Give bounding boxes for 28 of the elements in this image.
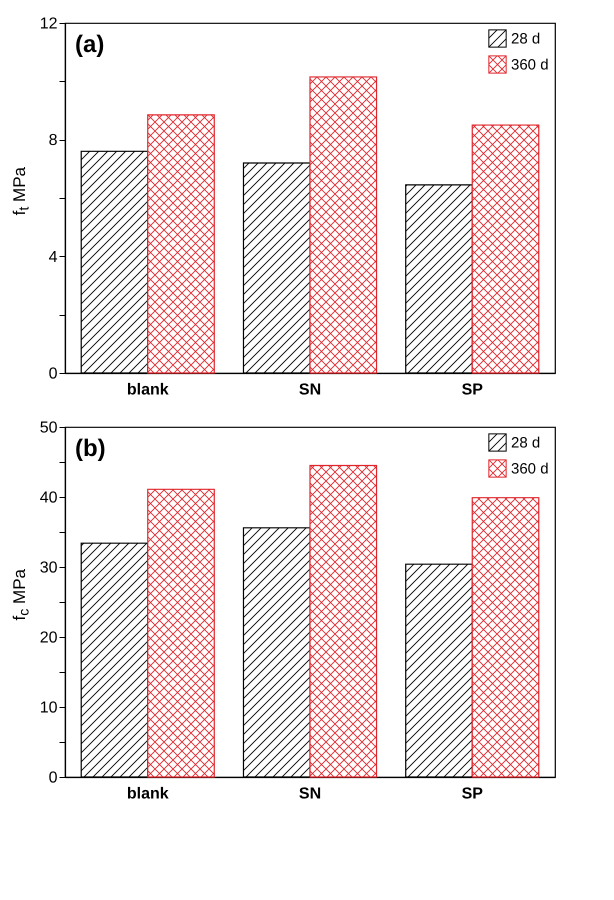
x-tick-label: SN (298, 786, 322, 802)
legend-label: 360 d (511, 460, 549, 478)
x-tick-label: blank (126, 382, 169, 398)
y-tick-label: 0 (48, 770, 58, 786)
y-tick-label: 40 (40, 490, 58, 506)
legend-label: 360 d (511, 56, 549, 74)
bar (472, 124, 540, 374)
y-tick-label: 4 (48, 248, 58, 266)
bar (147, 114, 215, 374)
y-tick-label: 0 (48, 366, 58, 382)
bar (472, 497, 540, 778)
y-tick-label: 8 (48, 132, 58, 150)
legend-label: 28 d (511, 434, 540, 452)
x-tick-label: SP (462, 382, 484, 398)
x-tick-label: SP (462, 786, 484, 802)
chart-title: (b) (75, 435, 106, 462)
y-tick-label: 30 (40, 560, 58, 576)
legend-label: 28 d (511, 30, 540, 48)
y-tick-label: 20 (40, 630, 58, 646)
bar (147, 488, 215, 778)
chart-title: (a) (75, 31, 104, 58)
bar (309, 76, 378, 374)
x-tick-label: blank (126, 786, 169, 802)
x-tick-label: SN (298, 382, 322, 398)
y-tick-label: 50 (40, 420, 58, 436)
y-tick-label: 12 (40, 16, 58, 32)
bar (309, 464, 378, 778)
y-tick-label: 10 (40, 700, 58, 716)
